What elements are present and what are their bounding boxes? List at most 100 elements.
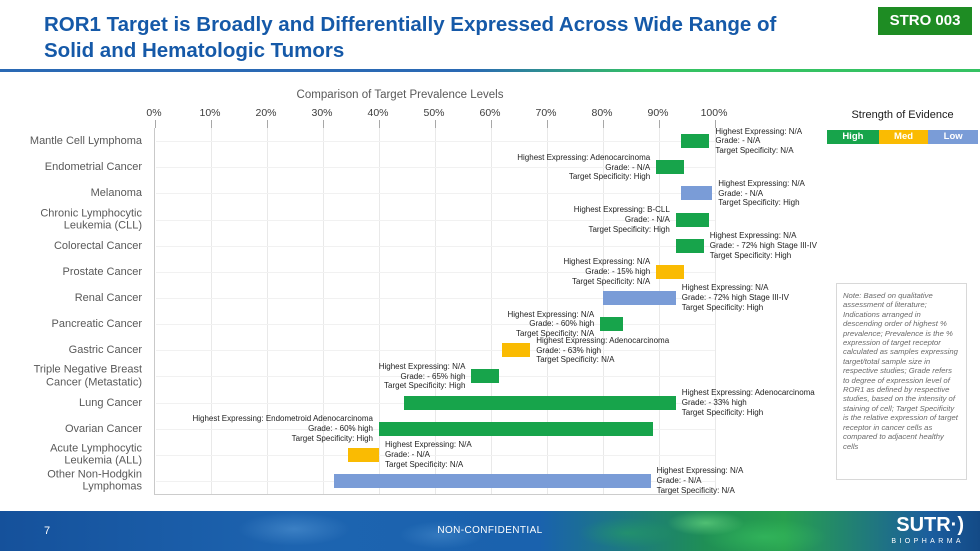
annotation-line: Highest Expressing: N/A (656, 466, 744, 476)
axis-tick-label: 50% (423, 107, 445, 119)
annotation-line: Target Specificity: High (384, 381, 466, 391)
annotation-line: Grade: - N/A (385, 450, 430, 460)
annotation-line: Highest Expressing: Adenocarcinoma (517, 152, 651, 162)
legend-item-med: Med (878, 130, 929, 144)
axis-tick-mark (715, 120, 716, 128)
row-guideline (156, 455, 715, 456)
bar-annotation: Highest Expressing: N/A Grade: - 15% high… (564, 257, 651, 286)
axis-tick-mark (211, 120, 212, 128)
annotation-line: Target Specificity: High (588, 224, 670, 234)
axis-tick-label: 60% (479, 107, 501, 119)
category-label: Gastric Cancer (68, 343, 142, 356)
annotation-line: Highest Expressing: Adenocarcinoma (681, 388, 815, 397)
row-guideline (156, 272, 715, 273)
annotation-line: Highest Expressing: N/A (385, 440, 472, 450)
category-label: Ovarian Cancer (64, 422, 142, 435)
annotation-line: Target Specificity: N/A (536, 355, 615, 365)
annotation-line: Highest Expressing: N/A (718, 178, 805, 188)
annotation-line: Target Specificity: High (291, 433, 373, 443)
row-guideline (156, 246, 715, 247)
annotation-line: Target Specificity: High (681, 303, 764, 313)
category-label: Triple Negative Breast Cancer (Metastati… (33, 363, 142, 389)
bar-annotation: Highest Expressing: Adenocarcinoma Grade:… (682, 388, 815, 417)
axis-tick-mark (267, 120, 268, 128)
axis-tick-mark (379, 120, 380, 128)
axis-tick-mark (547, 120, 548, 128)
page-title-line-1: ROR1 Target is Broadly and Differentiall… (44, 13, 777, 36)
bar-annotation: Highest Expressing: N/A Grade: - N/A Targe… (657, 466, 744, 495)
category-label: Pancreatic Cancer (51, 317, 143, 330)
bar-annotation: Highest Expressing: Adenocarcinoma Grade:… (536, 336, 669, 365)
annotation-line: Grade: - 72% high Stage III-IV (709, 240, 817, 250)
category-label: Renal Cancer (74, 291, 142, 304)
prevalence-bar (404, 395, 676, 410)
annotation-line: Grade: - 72% high Stage III-IV (681, 293, 789, 303)
category-label: Melanoma (90, 187, 142, 200)
annotation-line: Target Specificity: N/A (571, 276, 651, 286)
program-badge: STRO 003 (878, 7, 972, 35)
bar-annotation: Highest Expressing: N/A Grade: - N/A Targe… (385, 440, 472, 469)
annotation-line: Target Specificity: N/A (515, 329, 595, 339)
category-labels: Mantle Cell Lymphoma Endometrial Cancer Me… (0, 128, 148, 494)
axis-tick-label: 10% (199, 107, 221, 119)
prevalence-bar (656, 160, 685, 175)
annotation-line: Target Specificity: High (568, 172, 651, 182)
legend-title: Strength of Evidence (851, 109, 954, 121)
page-number: 7 (44, 525, 51, 537)
legend: High Med Low (827, 130, 978, 144)
annotation-line: Target Specificity: N/A (656, 486, 735, 496)
chart-title: Comparison of Target Prevalence Levels (296, 89, 504, 101)
gridline (603, 128, 604, 494)
bar-annotation: Highest Expressing: Adenocarcinoma Grade:… (517, 153, 650, 182)
category-label: Mantle Cell Lymphoma (29, 134, 142, 147)
row-guideline (156, 193, 715, 194)
annotation-line: Highest Expressing: N/A (378, 361, 466, 371)
axis-tick-label: 80% (591, 107, 613, 119)
annotation-line: Target Specificity: High (681, 407, 764, 417)
row-guideline (156, 350, 715, 351)
axis-tick-mark (603, 120, 604, 128)
category-label: Lung Cancer (79, 396, 142, 409)
annotation-line: Grade: - N/A (715, 136, 761, 146)
row-guideline (156, 220, 715, 221)
axis-tick-label: 70% (535, 107, 557, 119)
axis-tick-label: 90% (647, 107, 669, 119)
annotation-line: Target Specificity: N/A (385, 459, 464, 469)
prevalence-bar (471, 369, 500, 384)
axis-tick-mark (155, 120, 156, 128)
prevalence-bar (681, 186, 713, 201)
axis-tick-label: 100% (700, 107, 728, 119)
annotation-line: Highest Expressing: N/A (681, 283, 769, 293)
row-guideline (156, 376, 715, 377)
annotation-line: Target Specificity: High (718, 198, 800, 208)
axis-tick-label: 30% (311, 107, 333, 119)
prevalence-bar (675, 238, 704, 253)
gridline (379, 128, 380, 494)
prevalence-bar (379, 421, 654, 436)
gridline (267, 128, 268, 494)
annotation-line: Grade: - 60% high (308, 423, 373, 433)
bar-annotation: Highest Expressing: N/A Grade: - 65% high… (379, 362, 466, 391)
x-axis-labels: 0% 10% 20% 30% 40% 50% 60% 70% 80% 90% 100% (146, 107, 727, 121)
annotation-line: Target Specificity: N/A (715, 146, 794, 156)
category-label: Prostate Cancer (62, 265, 142, 278)
axis-tick-mark (491, 120, 492, 128)
prevalence-bar (348, 447, 379, 462)
bar-annotation: Highest Expressing: N/A Grade: - N/A Targe… (718, 179, 805, 208)
annotation-line: Highest Expressing: B-CLL (573, 205, 670, 214)
row-guideline (156, 298, 715, 299)
annotation-line: Highest Expressing: Endometroid Adenocar… (192, 414, 373, 424)
plot-area: Highest Expressing: N/A Grade: - N/A Targe… (154, 120, 817, 495)
annotation-line: Highest Expressing: N/A (709, 231, 797, 241)
classification-label: NON-CONFIDENTIAL (437, 525, 543, 536)
prevalence-bar (502, 343, 531, 358)
row-guideline (156, 324, 715, 325)
sutro-biopharma-logo: SUTR·) BIOPHARMA (891, 514, 964, 546)
prevalence-bar (334, 473, 651, 488)
page-title: ROR1 Target is Broadly and Differentiall… (44, 12, 804, 64)
annotation-line: Highest Expressing: N/A (507, 309, 595, 319)
legend-item-high: High (827, 130, 879, 144)
category-label: Colorectal Cancer (53, 239, 142, 252)
gridline (491, 128, 492, 494)
gridline (547, 128, 548, 494)
